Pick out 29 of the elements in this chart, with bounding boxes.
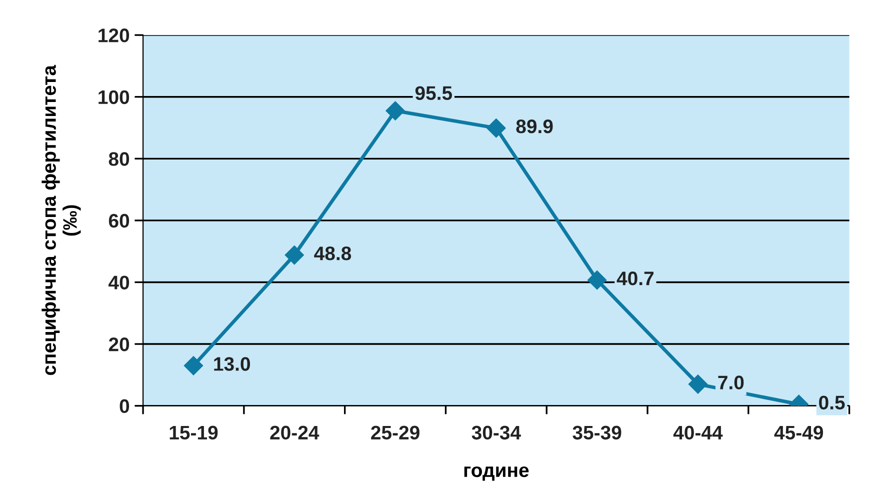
x-tick-label: 35-39 [572, 426, 622, 440]
x-tick-label: 45-49 [774, 426, 823, 440]
data-label: 40.7 [616, 272, 654, 286]
y-tick-label: 60 [108, 214, 130, 228]
data-label: 89.9 [516, 120, 553, 134]
x-tick-label: 15-19 [170, 426, 218, 440]
point [184, 356, 204, 376]
y-tick-label: 120 [98, 28, 130, 42]
x-tick-label: 30-34 [472, 426, 521, 440]
data-label: 13.0 [214, 357, 250, 371]
y-tick-label: 40 [108, 276, 130, 290]
point [386, 101, 405, 120]
y-axis-title: специфична стопа фертилитета (‰) [42, 64, 81, 376]
y-tick-label: 80 [108, 152, 130, 166]
x-tick-label: 20-24 [270, 426, 320, 440]
x-tick-label: 25-29 [371, 426, 420, 440]
y-tick-label: 20 [108, 337, 130, 352]
data-label: 0.5 [819, 396, 845, 410]
y-tick-label: 100 [98, 90, 130, 104]
y-tick-label: 0 [120, 399, 130, 414]
data-label: 7.0 [718, 376, 744, 390]
point [284, 246, 304, 265]
point [486, 118, 506, 138]
point [688, 374, 708, 394]
data-label: 48.8 [314, 246, 352, 260]
data-label: 95.5 [415, 86, 452, 100]
x-axis-title: године [464, 466, 529, 481]
point [588, 270, 607, 290]
x-tick-label: 40-44 [673, 426, 723, 440]
